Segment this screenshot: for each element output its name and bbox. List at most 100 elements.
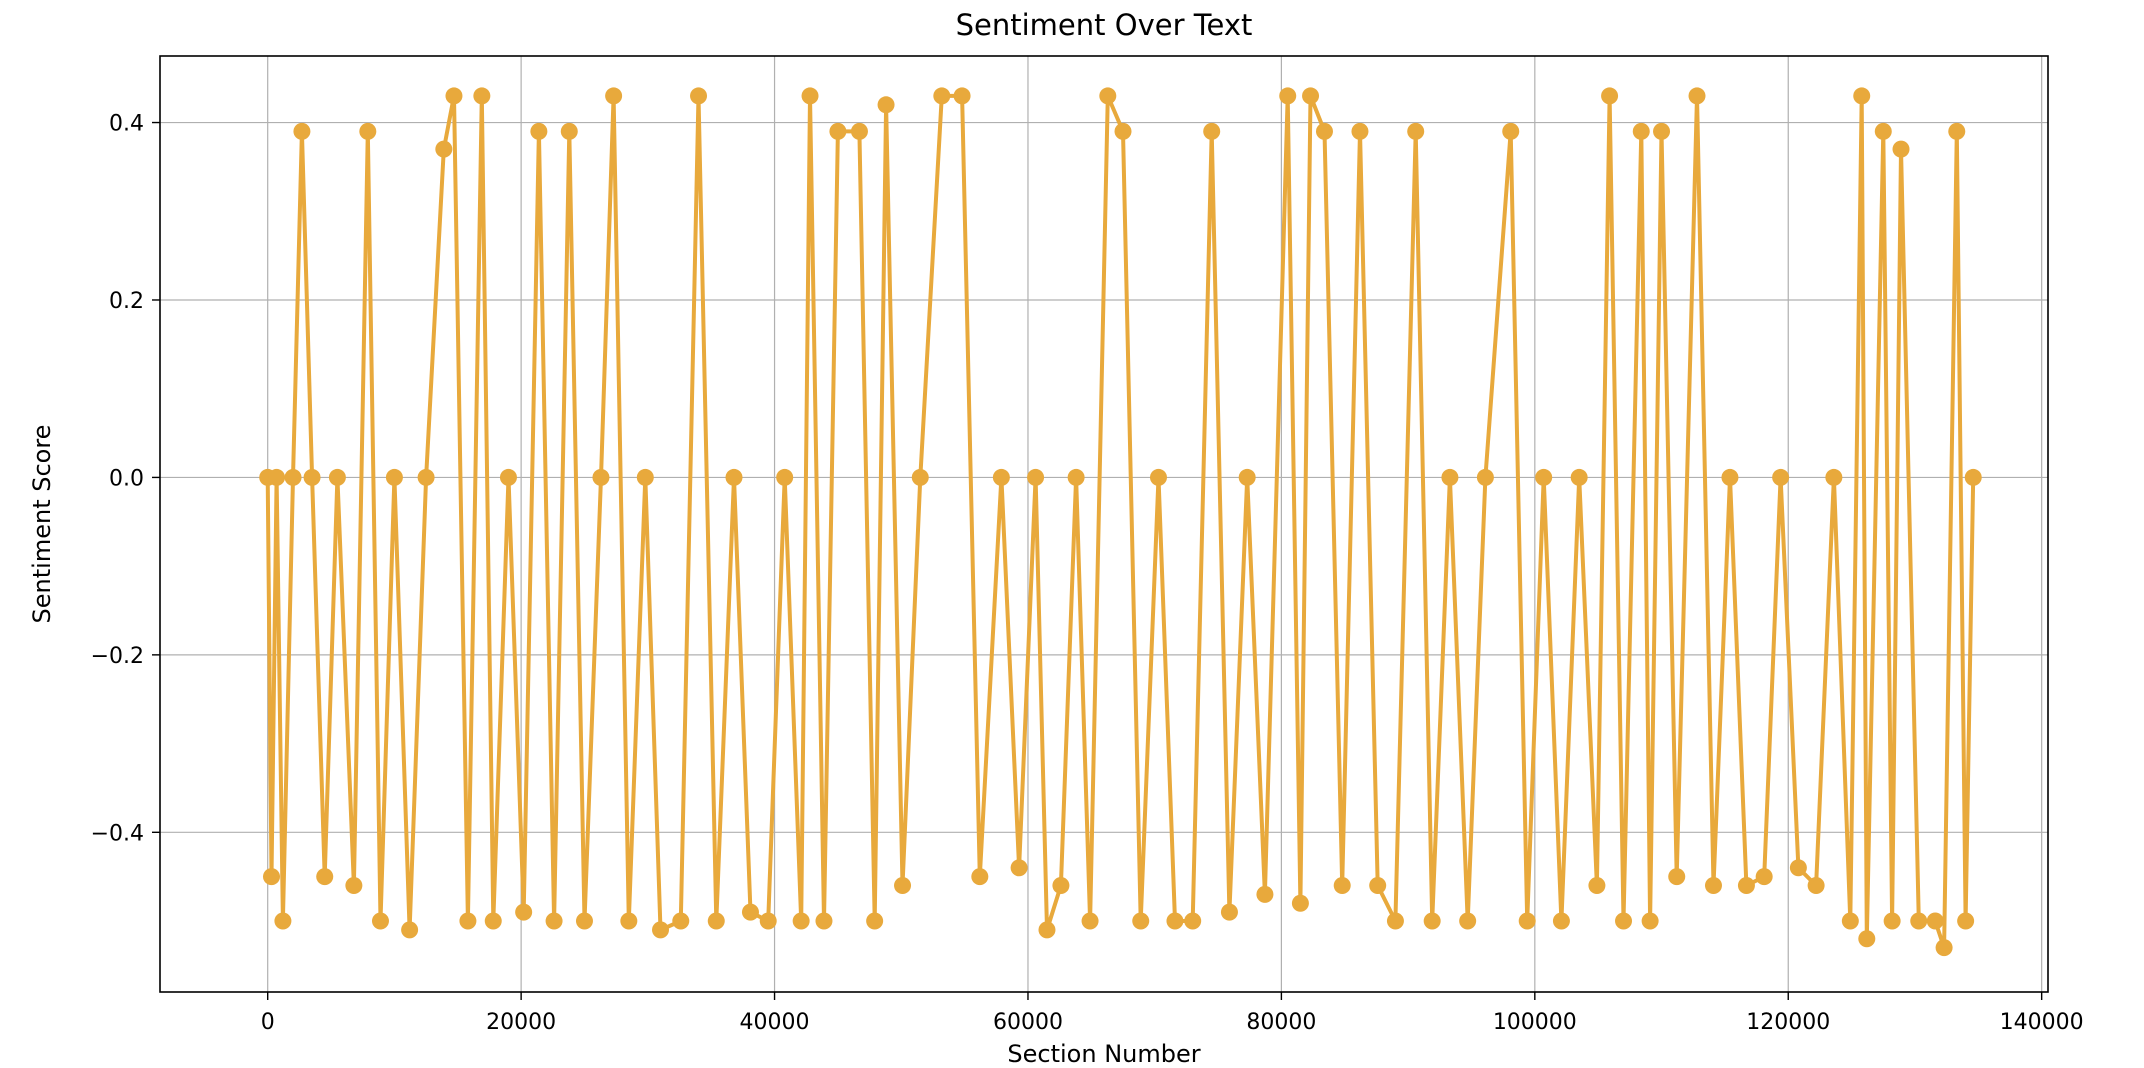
data-point bbox=[1333, 877, 1351, 895]
data-point bbox=[1518, 912, 1536, 930]
data-point bbox=[1203, 122, 1221, 140]
data-point bbox=[575, 912, 593, 930]
data-point bbox=[1166, 912, 1184, 930]
data-point bbox=[725, 468, 743, 486]
data-point bbox=[741, 903, 759, 921]
data-point bbox=[284, 468, 302, 486]
data-point bbox=[1052, 877, 1070, 895]
data-point bbox=[1641, 912, 1659, 930]
data-point bbox=[1688, 87, 1706, 105]
x-tick-label: 60000 bbox=[993, 1010, 1063, 1035]
data-point bbox=[1535, 468, 1553, 486]
data-point bbox=[1302, 87, 1320, 105]
data-point bbox=[1386, 912, 1404, 930]
data-point bbox=[268, 468, 286, 486]
data-point bbox=[1149, 468, 1167, 486]
data-point bbox=[1132, 912, 1150, 930]
data-point bbox=[605, 87, 623, 105]
data-point bbox=[1588, 877, 1606, 895]
data-point bbox=[1964, 468, 1982, 486]
series-points bbox=[259, 87, 1982, 957]
data-point bbox=[933, 87, 951, 105]
y-tick-label: 0.0 bbox=[109, 466, 144, 491]
data-point bbox=[1279, 87, 1297, 105]
data-point bbox=[1291, 894, 1309, 912]
data-point bbox=[445, 87, 463, 105]
data-point bbox=[1407, 122, 1425, 140]
data-point bbox=[801, 87, 819, 105]
data-point bbox=[1441, 468, 1459, 486]
data-point bbox=[1552, 912, 1570, 930]
data-point bbox=[1459, 912, 1477, 930]
data-point bbox=[690, 87, 708, 105]
data-point bbox=[1874, 122, 1892, 140]
data-point bbox=[1502, 122, 1520, 140]
data-point bbox=[560, 122, 578, 140]
data-point bbox=[1114, 122, 1132, 140]
x-tick-label: 100000 bbox=[1493, 1010, 1577, 1035]
data-point bbox=[971, 868, 989, 886]
data-point bbox=[1957, 912, 1975, 930]
data-point bbox=[1935, 939, 1953, 957]
data-point bbox=[1892, 140, 1910, 158]
data-point bbox=[1772, 468, 1790, 486]
data-point bbox=[459, 912, 477, 930]
data-point bbox=[417, 468, 435, 486]
data-point bbox=[672, 912, 690, 930]
series-line bbox=[265, 93, 1976, 950]
data-point bbox=[371, 912, 389, 930]
data-point bbox=[473, 87, 491, 105]
data-point bbox=[1369, 877, 1387, 895]
x-axis-title: Section Number bbox=[1007, 1040, 1200, 1068]
data-point bbox=[293, 122, 311, 140]
y-axis-title: Sentiment Score bbox=[28, 425, 56, 624]
data-point bbox=[707, 912, 725, 930]
data-point bbox=[1807, 877, 1825, 895]
data-point bbox=[1632, 122, 1650, 140]
data-point bbox=[484, 912, 502, 930]
data-point bbox=[1853, 87, 1871, 105]
data-point bbox=[530, 122, 548, 140]
data-point bbox=[1883, 912, 1901, 930]
data-point bbox=[1721, 468, 1739, 486]
data-point bbox=[877, 96, 895, 114]
data-point bbox=[1010, 859, 1028, 877]
data-point bbox=[850, 122, 868, 140]
data-point bbox=[1315, 122, 1333, 140]
data-point bbox=[1948, 122, 1966, 140]
data-point bbox=[328, 468, 346, 486]
data-point bbox=[263, 868, 281, 886]
data-point bbox=[866, 912, 884, 930]
data-point bbox=[1789, 859, 1807, 877]
data-point bbox=[620, 912, 638, 930]
data-point bbox=[1220, 903, 1238, 921]
data-point bbox=[759, 912, 777, 930]
data-point bbox=[499, 468, 517, 486]
y-tick-label: −0.2 bbox=[91, 644, 144, 669]
data-point bbox=[435, 140, 453, 158]
data-point bbox=[1825, 468, 1843, 486]
x-axis-ticks: 0 20000 40000 60000 80000 100000 120000 140000 bbox=[261, 992, 2084, 1035]
y-axis-ticks: −0.4 −0.2 0.0 0.2 0.4 bbox=[91, 112, 160, 846]
data-point bbox=[992, 468, 1010, 486]
data-point bbox=[274, 912, 292, 930]
data-point bbox=[592, 468, 610, 486]
plot-frame bbox=[159, 55, 2049, 993]
data-point bbox=[1570, 468, 1588, 486]
data-point bbox=[316, 868, 334, 886]
x-tick-label: 80000 bbox=[1246, 1010, 1316, 1035]
x-tick-label: 120000 bbox=[1746, 1010, 1830, 1035]
data-point bbox=[401, 921, 419, 939]
data-point bbox=[1184, 912, 1202, 930]
data-point bbox=[911, 468, 929, 486]
x-tick-label: 140000 bbox=[2000, 1010, 2084, 1035]
data-point bbox=[1858, 930, 1876, 948]
data-point bbox=[792, 912, 810, 930]
data-point bbox=[894, 877, 912, 895]
data-point bbox=[1755, 868, 1773, 886]
y-tick-label: −0.4 bbox=[91, 821, 144, 846]
data-point bbox=[1926, 912, 1944, 930]
data-point bbox=[1668, 868, 1686, 886]
data-point bbox=[1081, 912, 1099, 930]
